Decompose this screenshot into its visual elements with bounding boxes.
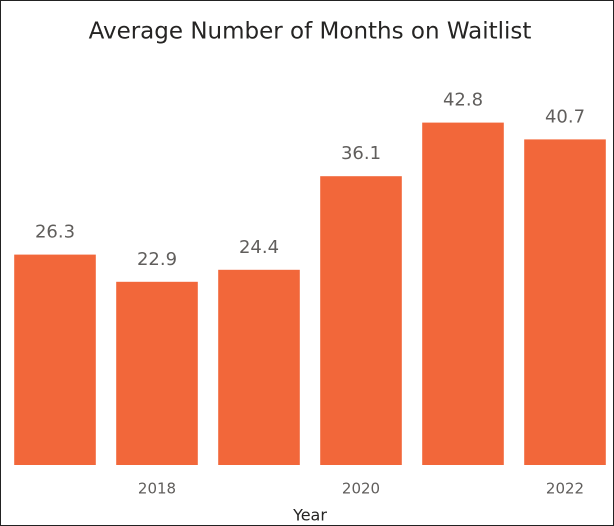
- chart-title: Average Number of Months on Waitlist: [89, 19, 532, 45]
- data-label: 42.8: [443, 90, 483, 111]
- data-label: 40.7: [545, 106, 585, 127]
- data-label: 24.4: [239, 237, 279, 258]
- bar: [524, 139, 606, 465]
- data-label: 26.3: [35, 222, 75, 243]
- x-axis-title: Year: [292, 506, 327, 525]
- x-tick-label: 2020: [342, 480, 380, 498]
- bar: [218, 269, 300, 465]
- x-tick-label: 2018: [138, 480, 176, 498]
- bar: [14, 254, 96, 465]
- bar: [116, 281, 198, 465]
- data-label: 36.1: [341, 143, 381, 164]
- x-tick-label: 2022: [546, 480, 584, 498]
- data-label: 22.9: [137, 249, 177, 270]
- bar: [320, 176, 402, 465]
- bar: [422, 122, 504, 465]
